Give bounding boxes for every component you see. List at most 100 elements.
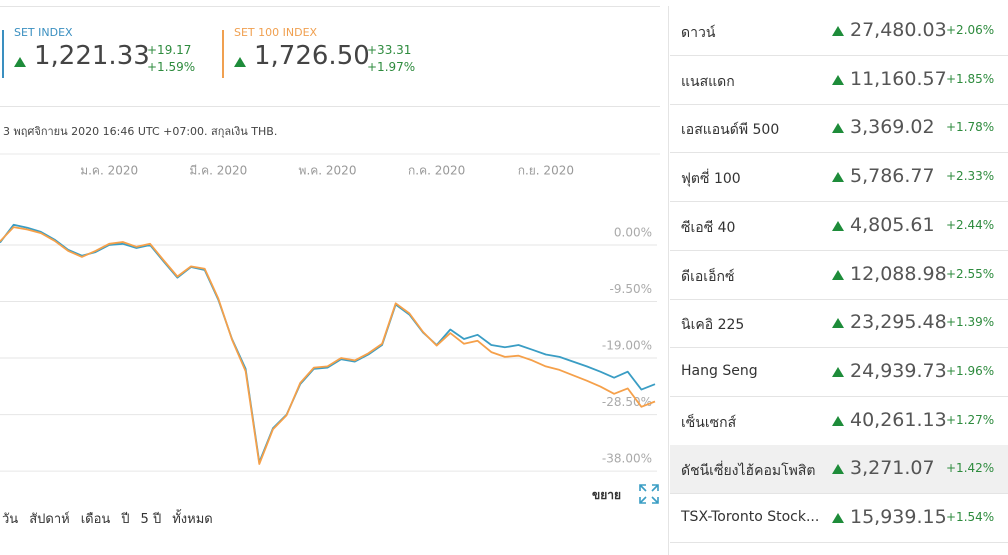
- up-arrow-shape: [832, 366, 844, 377]
- range-option[interactable]: ทั้งหมด: [172, 512, 213, 527]
- up-arrow-shape: [832, 220, 844, 231]
- up-arrow: [832, 513, 844, 523]
- market-change: +2.06%: [946, 23, 995, 37]
- market-value: 4,805.61: [850, 213, 935, 236]
- market-row[interactable]: เอสแอนด์พี 500 3,369.02 +1.78%: [670, 104, 1008, 154]
- panel-divider: [668, 6, 669, 555]
- market-value: 23,295.48: [850, 311, 947, 334]
- series-line: [0, 226, 656, 465]
- up-arrow: [832, 172, 844, 183]
- y-tick-label: -38.00%: [602, 452, 652, 466]
- market-row[interactable]: Hang Seng 24,939.73 +1.96%: [670, 348, 1008, 397]
- up-arrow-shape: [234, 57, 246, 67]
- range-option[interactable]: เดือน: [80, 512, 111, 527]
- y-tick-label: 0.00%: [614, 226, 652, 240]
- x-tick-label: ก.ค. 2020: [408, 164, 465, 178]
- market-value: 27,480.03: [850, 19, 947, 41]
- index-change: +33.31: [367, 43, 412, 57]
- market-change: +1.39%: [946, 315, 995, 330]
- index-value: 1,726.50: [254, 41, 370, 71]
- expand-icon[interactable]: [639, 484, 659, 504]
- market-row[interactable]: ดีเอเอ็กซ์ 12,088.98 +2.55%: [670, 251, 1008, 300]
- header-divider: [0, 106, 660, 107]
- timestamp: 3 พฤศจิกายน 2020 16:46 UTC +07:00. สกุลเ…: [3, 125, 278, 138]
- up-arrow: [832, 415, 844, 426]
- market-name: นิเคอิ 225: [681, 317, 745, 334]
- series-line: [0, 223, 656, 464]
- up-arrow-shape: [832, 172, 844, 183]
- market-row[interactable]: เซ็นเซกส์ 40,261.13 +1.27%: [670, 397, 1008, 446]
- market-name: เอสแอนด์พี 500: [681, 122, 780, 139]
- market-row[interactable]: แนสแดก 11,160.57 +1.85%: [670, 56, 1008, 105]
- index-change-percent: +1.97%: [367, 60, 416, 74]
- market-row[interactable]: ซีเอซี 40 4,805.61 +2.44%: [670, 202, 1008, 251]
- up-arrow: [832, 464, 844, 475]
- market-name: ดีเอเอ็กซ์: [681, 268, 735, 285]
- up-arrow: [14, 57, 26, 67]
- market-name: TSX-Toronto Stock...: [681, 509, 820, 525]
- market-value: 11,160.57: [850, 67, 947, 90]
- market-change: +1.78%: [946, 120, 995, 135]
- range-option[interactable]: ปี: [121, 512, 130, 527]
- x-tick-label: ก.ย. 2020: [518, 164, 574, 178]
- up-arrow: [234, 57, 246, 67]
- market-name: ฟุตซี่ 100: [681, 171, 741, 188]
- up-arrow-shape: [14, 57, 26, 67]
- chart: ม.ค. 2020 มี.ค. 2020 พ.ค. 2020 ก.ค. 2020 ก.ย…: [0, 153, 660, 472]
- market-change: +1.85%: [946, 71, 995, 86]
- market-name: แนสแดก: [681, 73, 735, 90]
- market-change: +2.44%: [946, 217, 995, 232]
- up-arrow-shape: [832, 415, 844, 426]
- up-arrow-shape: [832, 318, 844, 329]
- index-change-percent: +1.59%: [147, 60, 196, 74]
- y-tick-label: -9.50%: [610, 282, 652, 296]
- up-arrow: [832, 26, 844, 36]
- market-value: 3,271.07: [850, 457, 935, 480]
- x-tick-label: มี.ค. 2020: [189, 164, 247, 178]
- market-row[interactable]: ดาวน์ 27,480.03 +2.06%: [670, 7, 1008, 56]
- index-value: 1,221.33: [34, 41, 150, 71]
- market-name: Hang Seng: [681, 362, 758, 379]
- market-name: เซ็นเซกส์: [681, 414, 737, 431]
- range-option[interactable]: 5 ปี: [140, 512, 162, 527]
- index-change: +19.17: [147, 43, 192, 57]
- market-value: 12,088.98: [850, 262, 947, 285]
- market-value: 40,261.13: [850, 408, 947, 431]
- index-name: SET 100 INDEX: [234, 26, 318, 39]
- market-change: +1.42%: [946, 461, 995, 476]
- market-name: ซีเอซี 40: [681, 219, 736, 236]
- index-accent: [2, 30, 4, 78]
- up-arrow: [832, 220, 844, 231]
- up-arrow-shape: [832, 26, 844, 36]
- top-border: [0, 6, 660, 7]
- market-row[interactable]: นิเคอิ 225 23,295.48 +1.39%: [670, 299, 1008, 349]
- up-arrow: [832, 269, 844, 280]
- x-tick-label: พ.ค. 2020: [299, 164, 357, 178]
- up-arrow-shape: [832, 513, 844, 523]
- market-value: 15,939.15: [850, 506, 947, 528]
- x-tick-label: ม.ค. 2020: [80, 164, 138, 178]
- market-change: +1.27%: [946, 412, 995, 427]
- up-arrow-shape: [832, 74, 844, 85]
- market-change: +1.96%: [946, 363, 995, 378]
- index-accent: [222, 30, 224, 78]
- expand-button[interactable]: ขยาย: [592, 488, 622, 502]
- market-value: 24,939.73: [850, 359, 947, 382]
- market-row[interactable]: ดัชนีเซี่ยงไฮ้คอมโพสิต 3,271.07 +1.42%: [670, 445, 1008, 495]
- range-option[interactable]: สัปดาห์: [29, 512, 70, 527]
- up-arrow-shape: [832, 464, 844, 475]
- market-change: +2.55%: [946, 266, 995, 281]
- range-option[interactable]: วัน: [2, 512, 19, 527]
- market-row[interactable]: ฟุตซี่ 100 5,786.77 +2.33%: [670, 153, 1008, 203]
- market-value: 3,369.02: [850, 116, 935, 139]
- up-arrow-shape: [832, 123, 844, 134]
- range-selector: วัน สัปดาห์ เดือน ปี 5 ปี ทั้งหมด: [2, 508, 224, 529]
- market-row[interactable]: TSX-Toronto Stock... 15,939.15 +1.54%: [670, 494, 1008, 543]
- y-tick-label: -19.00%: [602, 339, 652, 353]
- y-tick-label: -28.50%: [602, 395, 652, 409]
- index-name: SET INDEX: [14, 26, 73, 39]
- up-arrow-shape: [832, 269, 844, 280]
- market-change: +1.54%: [946, 510, 995, 524]
- market-change: +2.33%: [946, 169, 995, 184]
